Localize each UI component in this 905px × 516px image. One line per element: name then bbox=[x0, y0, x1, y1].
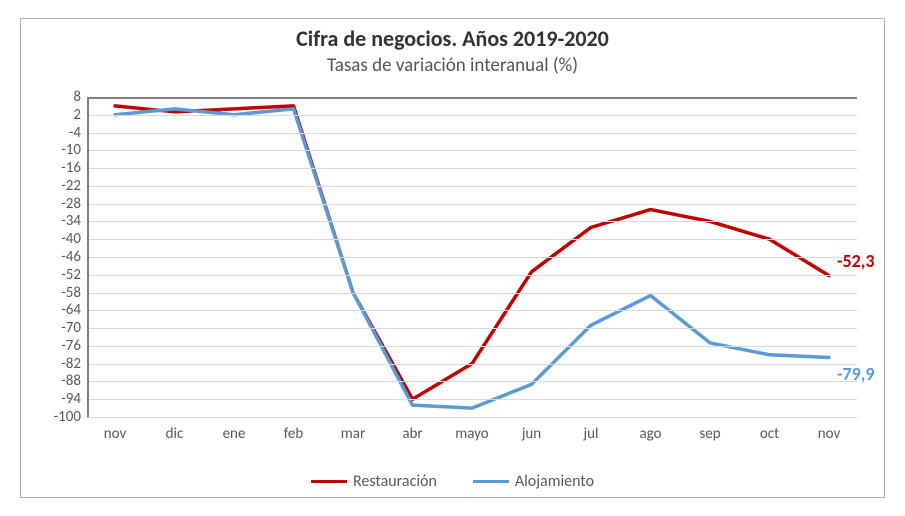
y-tick-label: -10 bbox=[61, 141, 81, 159]
y-tick-label: -4 bbox=[69, 124, 81, 142]
gridline bbox=[87, 381, 857, 382]
chart-container: Cifra de negocios. Años 2019-2020 Tasas … bbox=[20, 18, 885, 498]
gridline bbox=[87, 275, 857, 276]
y-tick-label: 8 bbox=[73, 88, 81, 106]
y-tick-label: -82 bbox=[61, 355, 81, 373]
x-tick-label: sep bbox=[699, 425, 720, 443]
end-data-label: -79,9 bbox=[837, 363, 875, 385]
y-axis-line bbox=[87, 97, 89, 417]
end-data-label: -52,3 bbox=[837, 250, 875, 272]
y-tick-label: -52 bbox=[61, 266, 81, 284]
plot-area: 82-4-10-16-22-28-34-40-46-52-58-64-70-76… bbox=[87, 97, 857, 417]
x-axis-line bbox=[87, 97, 857, 99]
gridline bbox=[87, 221, 857, 222]
x-tick-label: dic bbox=[166, 425, 184, 443]
gridline bbox=[87, 186, 857, 187]
legend-label: Restauración bbox=[353, 472, 437, 491]
x-tick-label: mar bbox=[341, 425, 365, 443]
gridline bbox=[87, 257, 857, 258]
y-tick-label: -40 bbox=[61, 230, 81, 248]
x-tick-label: ago bbox=[639, 425, 661, 443]
y-tick-label: -64 bbox=[61, 301, 81, 319]
x-tick-label: jun bbox=[522, 425, 541, 443]
y-tick-label: -46 bbox=[61, 248, 81, 266]
gridline bbox=[87, 115, 857, 116]
legend-item: Restauración bbox=[311, 472, 437, 491]
chart-subtitle: Tasas de variación interanual (%) bbox=[21, 54, 884, 77]
y-tick-label: -76 bbox=[61, 337, 81, 355]
y-tick-label: -16 bbox=[61, 159, 81, 177]
gridline bbox=[87, 168, 857, 169]
y-tick-label: -34 bbox=[61, 212, 81, 230]
gridline bbox=[87, 133, 857, 134]
gridline bbox=[87, 417, 857, 418]
x-tick-label: oct bbox=[760, 425, 779, 443]
gridline bbox=[87, 399, 857, 400]
x-tick-label: mayo bbox=[455, 425, 488, 443]
x-tick-label: ene bbox=[223, 425, 246, 443]
gridline bbox=[87, 346, 857, 347]
gridline bbox=[87, 310, 857, 311]
legend-swatch bbox=[473, 480, 509, 484]
legend-item: Alojamiento bbox=[473, 472, 594, 491]
y-tick-label: 2 bbox=[73, 106, 81, 124]
gridline bbox=[87, 239, 857, 240]
chart-title: Cifra de negocios. Años 2019-2020 bbox=[21, 25, 884, 52]
y-tick-label: -70 bbox=[61, 319, 81, 337]
y-tick-label: -28 bbox=[61, 195, 81, 213]
gridline bbox=[87, 293, 857, 294]
legend-label: Alojamiento bbox=[515, 472, 594, 491]
x-tick-label: abr bbox=[402, 425, 422, 443]
legend-swatch bbox=[311, 480, 347, 484]
x-tick-label: nov bbox=[818, 425, 841, 443]
y-tick-label: -100 bbox=[54, 408, 81, 426]
legend: Restauración Alojamiento bbox=[21, 469, 884, 491]
y-tick-label: -58 bbox=[61, 284, 81, 302]
gridline bbox=[87, 364, 857, 365]
x-tick-label: nov bbox=[104, 425, 127, 443]
y-tick-label: -94 bbox=[61, 390, 81, 408]
gridline bbox=[87, 204, 857, 205]
gridline bbox=[87, 328, 857, 329]
y-tick-label: -22 bbox=[61, 177, 81, 195]
x-tick-label: feb bbox=[284, 425, 304, 443]
x-tick-label: jul bbox=[584, 425, 599, 443]
gridline bbox=[87, 150, 857, 151]
y-tick-label: -88 bbox=[61, 372, 81, 390]
